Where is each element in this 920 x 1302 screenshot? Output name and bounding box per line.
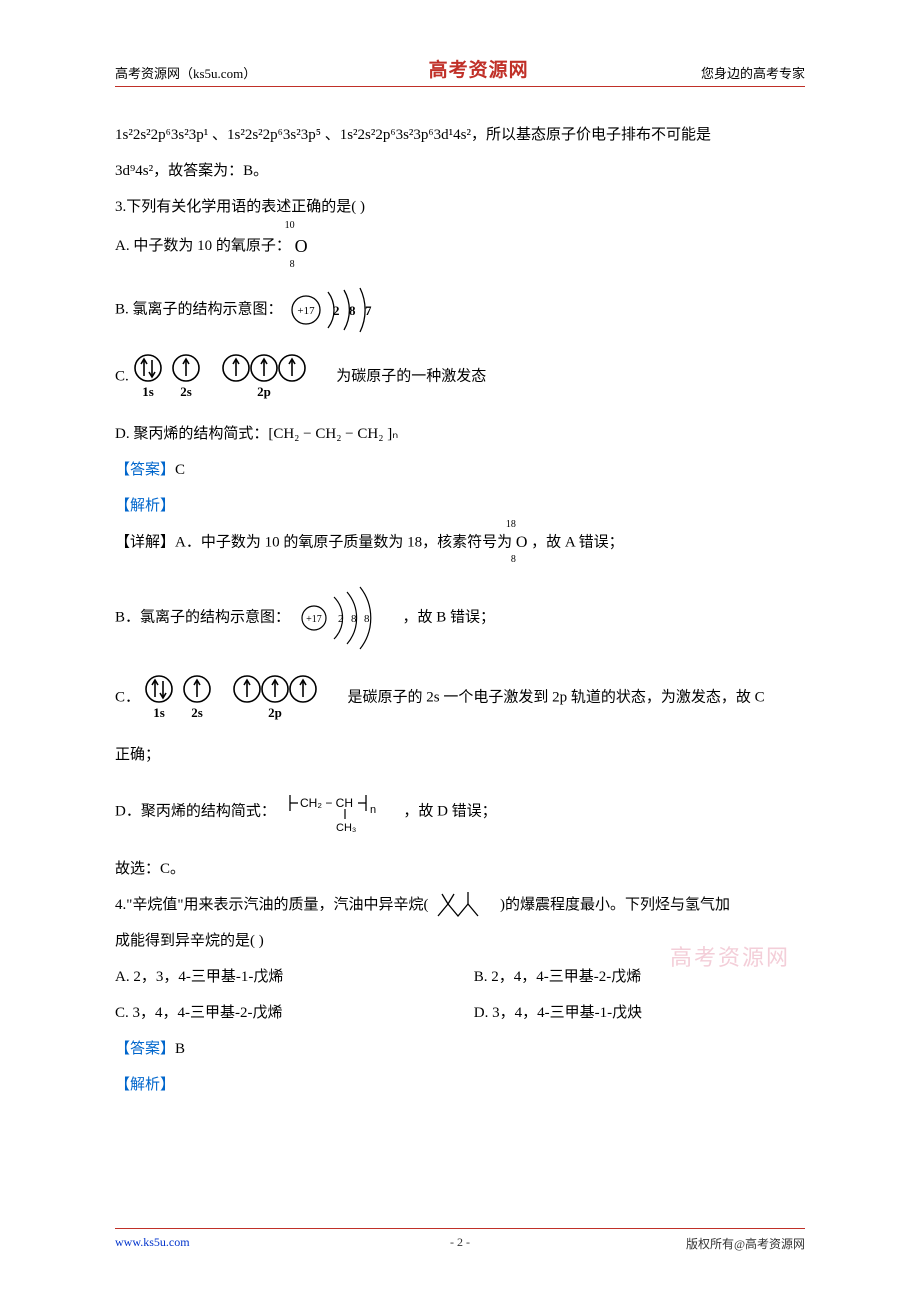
answer-label: 【答案】 xyxy=(115,462,175,478)
detail-c-post: 是碳原子的 2s 一个电子激发到 2p 轨道的状态，为激发态，故 C xyxy=(348,689,765,705)
header-left: 高考资源网（ks5u.com） xyxy=(115,63,256,82)
q4-options-row2: C. 3，4，4-三甲基-2-戊烯 D. 3，4，4-三甲基-1-戊炔 xyxy=(115,995,805,1031)
detail-b-post: ，故 B 错误； xyxy=(403,609,496,625)
header-right: 您身边的高考专家 xyxy=(701,63,805,82)
q3-c-pre: C. xyxy=(115,369,133,385)
q3-option-c: C. 1s 2s xyxy=(115,352,805,402)
q3-c-post: 为碳原子的一种激发态 xyxy=(336,369,486,385)
q4-option-d: D. 3，4，4-三甲基-1-戊炔 xyxy=(474,995,642,1031)
footer-copyright: 版权所有@高考资源网 xyxy=(686,1235,805,1252)
q4-option-a: A. 2，3，4-三甲基-1-戊烯 xyxy=(115,959,474,995)
shell-3: 7 xyxy=(365,303,372,318)
answer-label: 【答案】 xyxy=(115,1041,175,1057)
detail-c-pre: C． xyxy=(115,689,140,705)
detail-a-post: ，故 A 错误； xyxy=(531,535,624,551)
nucleus-charge: +17 xyxy=(306,614,322,625)
q3-detail-c-cont: 正确； xyxy=(115,737,805,773)
q3-d-text: D. 聚丙烯的结构简式：[CH₂ − CH₂ − CH₂ ]ₙ xyxy=(115,426,398,442)
atomic-number: 8 xyxy=(290,260,295,270)
q4-stem-line1: 4."辛烷值"用来表示汽油的质量，汽油中异辛烷( )的爆震程度最小。下列烃与氢气… xyxy=(115,887,805,923)
nuclide-symbol: 18 8 O xyxy=(516,524,528,562)
shell-3: 8 xyxy=(364,613,370,625)
prev-answer-line1: 1s²2s²2p⁶3s²3p¹ 、1s²2s²2p⁶3s²3p⁵ 、1s²2s²… xyxy=(115,117,805,153)
page-header: 高考资源网（ks5u.com） 高考资源网 您身边的高考专家 xyxy=(115,55,805,87)
orbital-label-1s: 1s xyxy=(153,705,165,720)
q3-answer-value: C xyxy=(175,462,185,478)
polymer-branch: CH₃ xyxy=(336,822,356,834)
element-symbol: O xyxy=(516,534,528,551)
page-footer: www.ks5u.com - 2 - 版权所有@高考资源网 xyxy=(115,1228,805,1252)
atomic-number: 8 xyxy=(511,555,516,565)
q4-answer: 【答案】B xyxy=(115,1031,805,1067)
orbital-diagram: 1s 2s 2p xyxy=(144,673,344,723)
isooctane-skeleton xyxy=(432,888,496,922)
q3-detail-c: C． 1s 2s xyxy=(115,673,805,723)
q4-option-b: B. 2，4，4-三甲基-2-戊烯 xyxy=(474,959,642,995)
detail-a-pre: 【详解】A．中子数为 10 的氧原子质量数为 18，核素符号为 xyxy=(115,535,512,551)
q3-stem: 3.下列有关化学用语的表述正确的是( ) xyxy=(115,189,805,225)
q3-detail-d: D．聚丙烯的结构简式： CH₂ − CH n CH₃ ，故 D 错误； xyxy=(115,789,805,835)
q3-analysis-label: 【解析】 xyxy=(115,488,805,524)
polymer-n: n xyxy=(370,804,376,816)
orbital-label-2s: 2s xyxy=(180,384,192,399)
orbital-label-2s: 2s xyxy=(191,705,203,720)
detail-b-pre: B．氯离子的结构示意图： xyxy=(115,609,290,625)
atom-shell-diagram: +17 2 8 8 xyxy=(294,583,399,653)
q4-analysis-label: 【解析】 xyxy=(115,1067,805,1103)
q3-detail-a: 【详解】A．中子数为 10 的氧原子质量数为 18，核素符号为 18 8 O ，… xyxy=(115,524,805,562)
shell-1: 2 xyxy=(333,303,340,318)
orbital-label-2p: 2p xyxy=(268,705,282,720)
atom-shell-diagram: +17 2 8 7 xyxy=(286,282,396,338)
prev-answer-line2: 3d⁹4s²，故答案为：B。 xyxy=(115,153,805,189)
orbital-label-1s: 1s xyxy=(142,384,154,399)
detail-d-post: ，故 D 错误； xyxy=(403,803,496,819)
polymer-structure: CH₂ − CH n CH₃ xyxy=(280,789,400,835)
detail-d-pre: D．聚丙烯的结构简式： xyxy=(115,803,276,819)
orbital-label-2p: 2p xyxy=(257,384,271,399)
shell-1: 2 xyxy=(338,613,344,625)
q3-option-d: D. 聚丙烯的结构简式：[CH₂ − CH₂ − CH₂ ]ₙ xyxy=(115,416,805,452)
q4-stem-b: )的爆震程度最小。下列烃与氢气加 xyxy=(500,897,730,913)
nuclide-symbol: 10 8 O xyxy=(295,225,308,268)
watermark: 高考资源网 xyxy=(670,940,790,972)
q3-answer: 【答案】C xyxy=(115,452,805,488)
q3-a-text: A. 中子数为 10 的氧原子： xyxy=(115,238,291,254)
polymer-backbone: CH₂ − CH xyxy=(300,796,353,810)
q3-conclusion: 故选：C。 xyxy=(115,851,805,887)
q3-detail-b: B．氯离子的结构示意图： +17 2 8 8 ，故 B 错误； xyxy=(115,583,805,653)
q3-option-b: B. 氯离子的结构示意图： +17 2 8 7 xyxy=(115,282,805,338)
q4-answer-value: B xyxy=(175,1041,185,1057)
nucleus-charge: +17 xyxy=(298,305,316,317)
orbital-diagram: 1s 2s 2p xyxy=(133,352,333,402)
footer-page-number: - 2 - xyxy=(450,1235,470,1250)
header-center-logo: 高考资源网 xyxy=(429,55,529,82)
element-symbol: O xyxy=(295,236,308,256)
shell-2: 8 xyxy=(349,303,356,318)
q4-stem-a: 4."辛烷值"用来表示汽油的质量，汽油中异辛烷( xyxy=(115,897,429,913)
q3-b-text: B. 氯离子的结构示意图： xyxy=(115,302,283,318)
mass-number: 18 xyxy=(506,520,516,530)
footer-url: www.ks5u.com xyxy=(115,1235,190,1252)
mass-number: 10 xyxy=(285,221,295,231)
shell-2: 8 xyxy=(351,613,357,625)
q3-option-a: A. 中子数为 10 的氧原子： 10 8 O xyxy=(115,225,805,268)
q4-option-c: C. 3，4，4-三甲基-2-戊烯 xyxy=(115,995,474,1031)
